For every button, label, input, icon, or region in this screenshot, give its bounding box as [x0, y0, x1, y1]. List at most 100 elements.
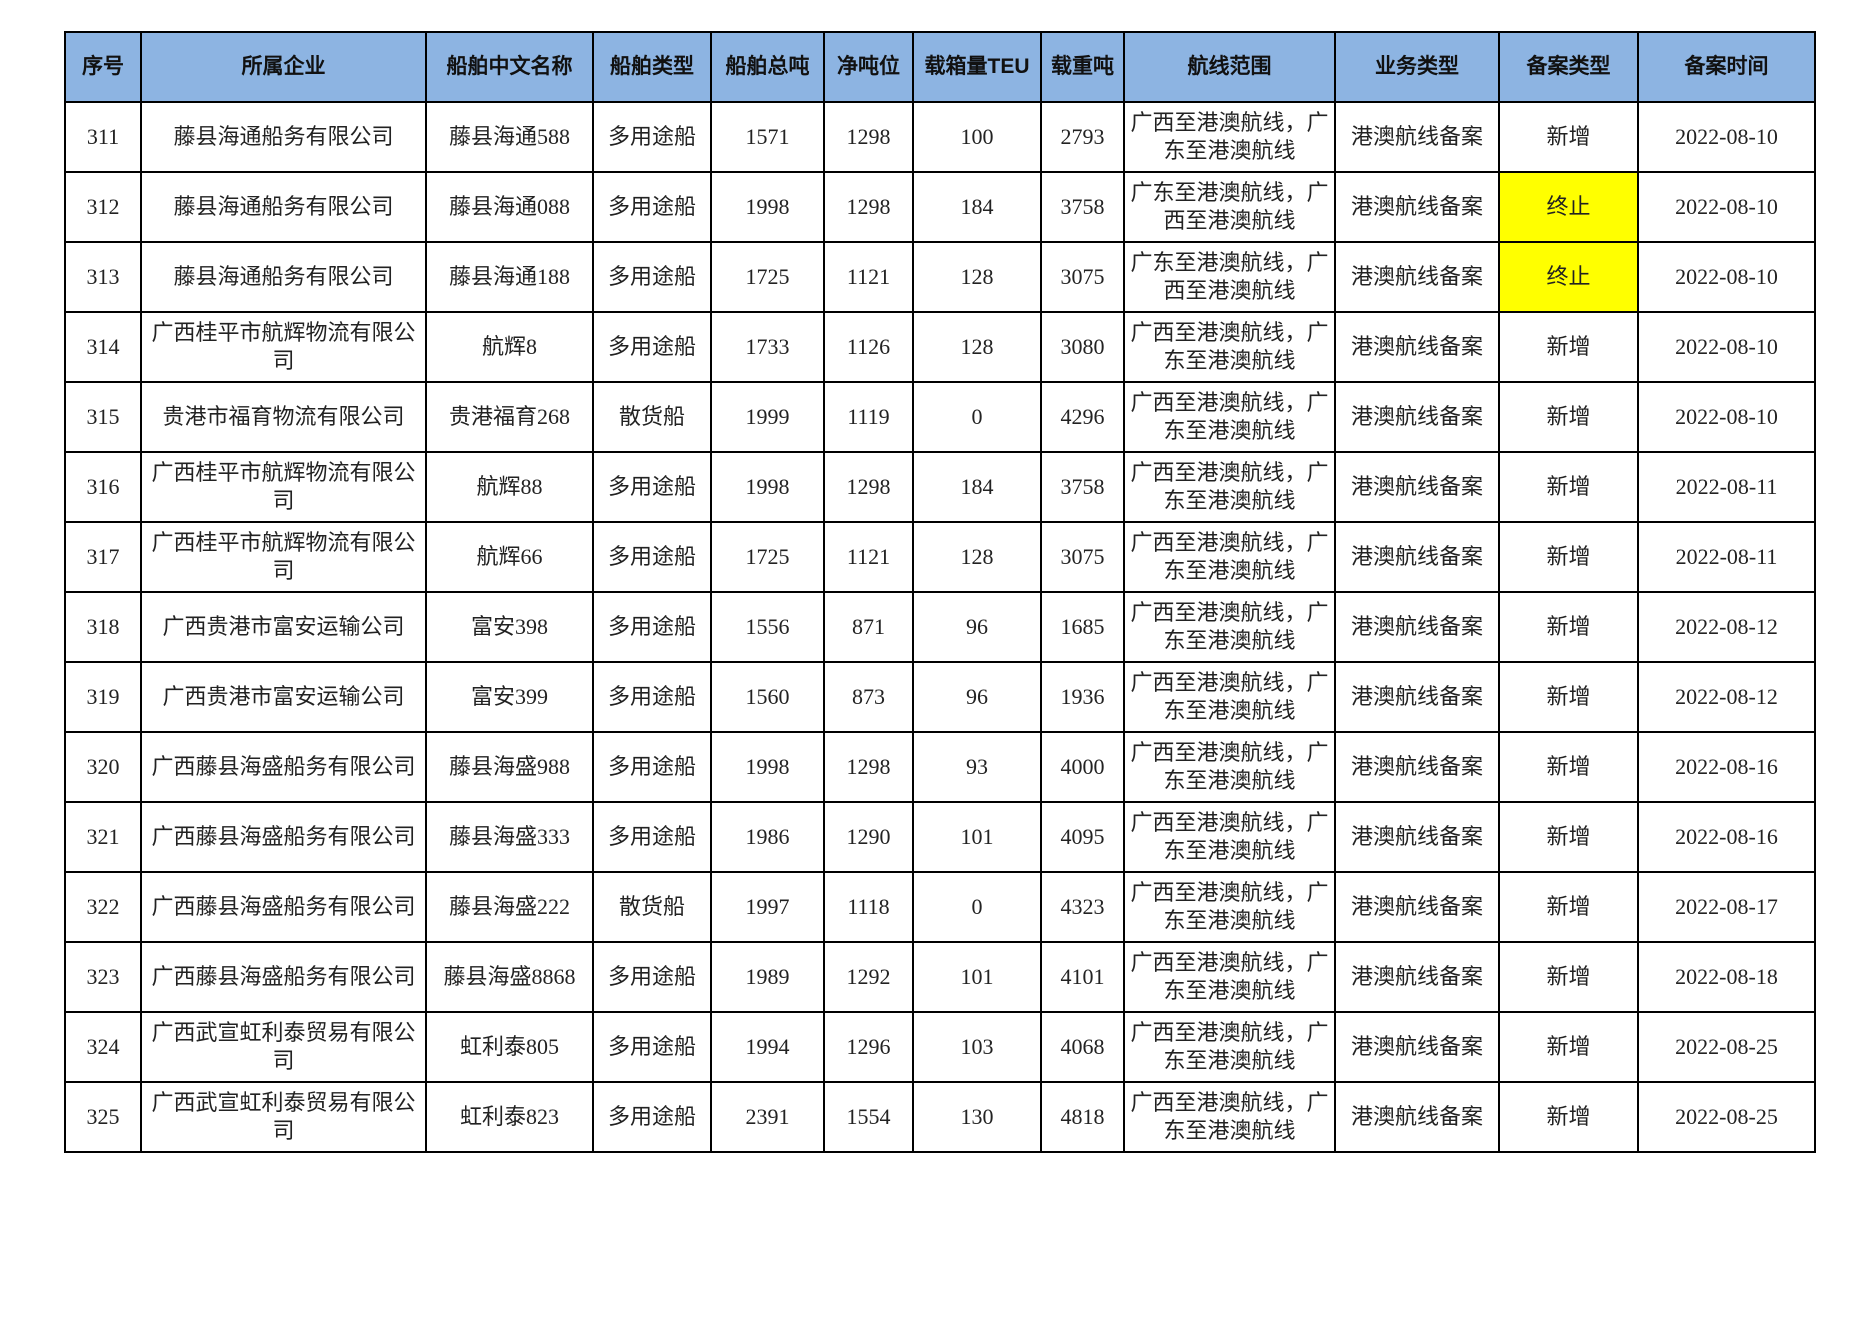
cell-seq: 320 [64, 731, 142, 803]
cell-deadweight: 4323 [1040, 871, 1125, 943]
cell-deadweight: 4818 [1040, 1081, 1125, 1153]
cell-seq: 311 [64, 101, 142, 173]
cell-deadweight: 3075 [1040, 521, 1125, 593]
cell-route-scope: 广东至港澳航线，广西至港澳航线 [1123, 171, 1336, 243]
cell-company: 广西桂平市航辉物流有限公司 [140, 311, 427, 383]
cell-company: 广西藤县海盛船务有限公司 [140, 871, 427, 943]
cell-company: 藤县海通船务有限公司 [140, 171, 427, 243]
cell-route-scope: 广西至港澳航线，广东至港澳航线 [1123, 311, 1336, 383]
cell-filing-type: 新增 [1498, 101, 1639, 173]
cell-deadweight: 2793 [1040, 101, 1125, 173]
cell-route-scope: 广西至港澳航线，广东至港澳航线 [1123, 1011, 1336, 1083]
cell-seq: 323 [64, 941, 142, 1013]
cell-filing-date: 2022-08-10 [1637, 381, 1816, 453]
cell-ship-name: 虹利泰823 [425, 1081, 594, 1153]
cell-ship-type: 多用途船 [592, 521, 712, 593]
cell-route-scope: 广西至港澳航线，广东至港澳航线 [1123, 731, 1336, 803]
cell-net-tonnage: 1554 [823, 1081, 914, 1153]
cell-filing-date: 2022-08-12 [1637, 591, 1816, 663]
cell-seq: 319 [64, 661, 142, 733]
header-route-scope: 航线范围 [1123, 31, 1336, 103]
cell-filing-date: 2022-08-10 [1637, 171, 1816, 243]
header-filing-date: 备案时间 [1637, 31, 1816, 103]
cell-filing-date: 2022-08-12 [1637, 661, 1816, 733]
cell-teu: 101 [912, 941, 1042, 1013]
cell-business-type: 港澳航线备案 [1334, 311, 1500, 383]
cell-ship-name: 藤县海盛222 [425, 871, 594, 943]
cell-route-scope: 广西至港澳航线，广东至港澳航线 [1123, 101, 1336, 173]
cell-gross-tonnage: 1999 [710, 381, 825, 453]
cell-seq: 313 [64, 241, 142, 313]
table-header-row: 序号 所属企业 船舶中文名称 船舶类型 船舶总吨 净吨位 载箱量TEU 载重吨 航线范围 业务类型… [64, 31, 1816, 103]
cell-teu: 93 [912, 731, 1042, 803]
cell-ship-type: 散货船 [592, 871, 712, 943]
table-row: 311 藤县海通船务有限公司 藤县海通588 多用途船 1571 1298 100 2793 广… [64, 101, 1816, 173]
header-filing-type: 备案类型 [1498, 31, 1639, 103]
cell-filing-type: 新增 [1498, 451, 1639, 523]
table-row: 321 广西藤县海盛船务有限公司 藤县海盛333 多用途船 1986 1290 101 409… [64, 801, 1816, 873]
cell-ship-name: 航辉66 [425, 521, 594, 593]
table-row: 320 广西藤县海盛船务有限公司 藤县海盛988 多用途船 1998 1298 93 4000… [64, 731, 1816, 803]
cell-filing-date: 2022-08-10 [1637, 311, 1816, 383]
cell-route-scope: 广西至港澳航线，广东至港澳航线 [1123, 1081, 1336, 1153]
cell-ship-type: 多用途船 [592, 311, 712, 383]
header-net-tonnage: 净吨位 [823, 31, 914, 103]
cell-company: 广西桂平市航辉物流有限公司 [140, 521, 427, 593]
cell-ship-type: 多用途船 [592, 451, 712, 523]
cell-business-type: 港澳航线备案 [1334, 661, 1500, 733]
cell-seq: 318 [64, 591, 142, 663]
header-company: 所属企业 [140, 31, 427, 103]
cell-deadweight: 3080 [1040, 311, 1125, 383]
cell-deadweight: 1685 [1040, 591, 1125, 663]
cell-filing-type: 新增 [1498, 381, 1639, 453]
table-row: 312 藤县海通船务有限公司 藤县海通088 多用途船 1998 1298 184 3758 广… [64, 171, 1816, 243]
cell-gross-tonnage: 2391 [710, 1081, 825, 1153]
cell-net-tonnage: 1298 [823, 451, 914, 523]
cell-net-tonnage: 1298 [823, 171, 914, 243]
cell-filing-type: 新增 [1498, 871, 1639, 943]
cell-teu: 130 [912, 1081, 1042, 1153]
cell-teu: 101 [912, 801, 1042, 873]
cell-ship-name: 藤县海通088 [425, 171, 594, 243]
cell-deadweight: 3758 [1040, 451, 1125, 523]
header-ship-type: 船舶类型 [592, 31, 712, 103]
cell-filing-type: 新增 [1498, 591, 1639, 663]
cell-net-tonnage: 1121 [823, 241, 914, 313]
cell-net-tonnage: 873 [823, 661, 914, 733]
cell-deadweight: 3758 [1040, 171, 1125, 243]
cell-gross-tonnage: 1994 [710, 1011, 825, 1083]
cell-company: 藤县海通船务有限公司 [140, 241, 427, 313]
table-row: 313 藤县海通船务有限公司 藤县海通188 多用途船 1725 1121 128 3075 广… [64, 241, 1816, 313]
table-row: 314 广西桂平市航辉物流有限公司 航辉8 多用途船 1733 1126 128 3080 广西… [64, 311, 1816, 383]
cell-teu: 100 [912, 101, 1042, 173]
cell-gross-tonnage: 1725 [710, 521, 825, 593]
cell-gross-tonnage: 1556 [710, 591, 825, 663]
cell-net-tonnage: 1118 [823, 871, 914, 943]
cell-net-tonnage: 1126 [823, 311, 914, 383]
header-deadweight: 载重吨 [1040, 31, 1125, 103]
cell-ship-name: 虹利泰805 [425, 1011, 594, 1083]
cell-gross-tonnage: 1998 [710, 171, 825, 243]
cell-filing-date: 2022-08-25 [1637, 1081, 1816, 1153]
table-row: 325 广西武宣虹利泰贸易有限公司 虹利泰823 多用途船 2391 1554 130 481… [64, 1081, 1816, 1153]
cell-filing-date: 2022-08-18 [1637, 941, 1816, 1013]
cell-filing-date: 2022-08-11 [1637, 521, 1816, 593]
cell-deadweight: 4095 [1040, 801, 1125, 873]
cell-route-scope: 广西至港澳航线，广东至港澳航线 [1123, 941, 1336, 1013]
cell-ship-name: 藤县海盛988 [425, 731, 594, 803]
cell-business-type: 港澳航线备案 [1334, 101, 1500, 173]
cell-business-type: 港澳航线备案 [1334, 241, 1500, 313]
cell-route-scope: 广西至港澳航线，广东至港澳航线 [1123, 661, 1336, 733]
cell-teu: 0 [912, 871, 1042, 943]
cell-business-type: 港澳航线备案 [1334, 871, 1500, 943]
table-row: 319 广西贵港市富安运输公司 富安399 多用途船 1560 873 96 1936 广西至港… [64, 661, 1816, 733]
cell-filing-type: 新增 [1498, 731, 1639, 803]
cell-gross-tonnage: 1986 [710, 801, 825, 873]
cell-net-tonnage: 1121 [823, 521, 914, 593]
cell-gross-tonnage: 1560 [710, 661, 825, 733]
cell-ship-name: 藤县海通588 [425, 101, 594, 173]
cell-route-scope: 广西至港澳航线，广东至港澳航线 [1123, 801, 1336, 873]
cell-teu: 128 [912, 311, 1042, 383]
cell-business-type: 港澳航线备案 [1334, 381, 1500, 453]
cell-seq: 324 [64, 1011, 142, 1083]
